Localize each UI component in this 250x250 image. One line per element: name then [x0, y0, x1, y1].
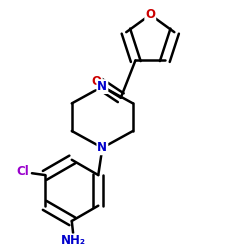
Text: N: N — [97, 80, 107, 93]
Text: O: O — [92, 75, 102, 88]
Text: O: O — [145, 8, 155, 21]
Text: NH₂: NH₂ — [60, 234, 86, 248]
Text: N: N — [97, 141, 107, 154]
Text: Cl: Cl — [16, 166, 29, 178]
